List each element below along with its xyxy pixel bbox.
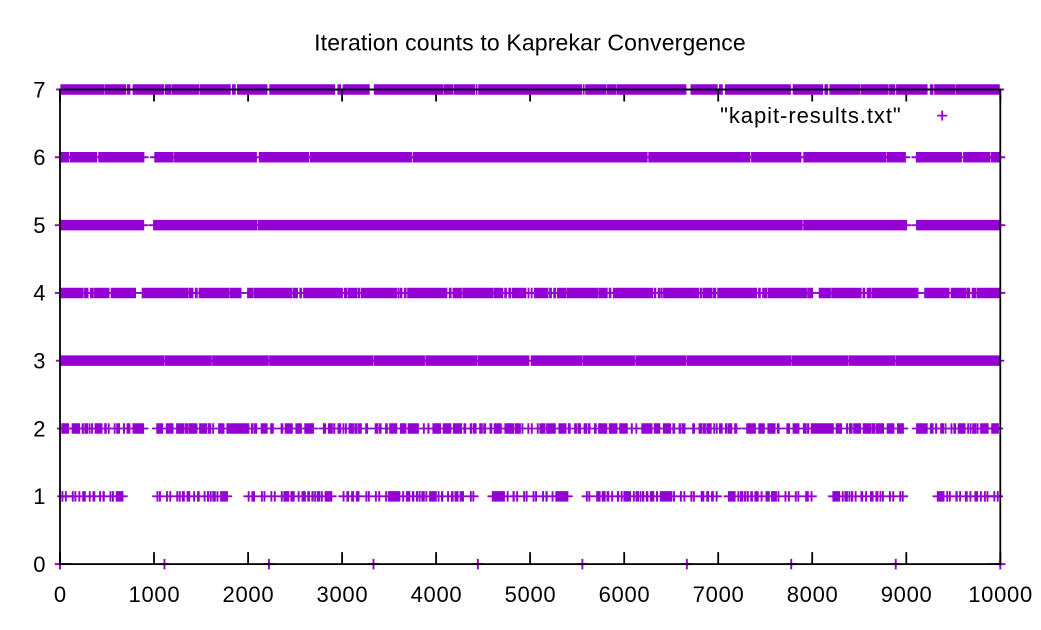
svg-text:0: 0 <box>33 552 45 577</box>
svg-text:1000: 1000 <box>129 582 181 607</box>
svg-text:4000: 4000 <box>411 582 463 607</box>
svg-text:5: 5 <box>33 213 45 238</box>
svg-text:6: 6 <box>33 145 45 170</box>
svg-text:0: 0 <box>54 582 67 607</box>
svg-text:5000: 5000 <box>505 582 557 607</box>
svg-text:7: 7 <box>33 77 45 102</box>
svg-text:Iteration counts to Kaprekar C: Iteration counts to Kaprekar Convergence <box>314 30 746 56</box>
svg-text:3000: 3000 <box>317 582 369 607</box>
svg-text:2: 2 <box>33 416 45 441</box>
svg-text:1: 1 <box>33 484 45 509</box>
svg-text:9000: 9000 <box>881 582 933 607</box>
svg-text:4: 4 <box>33 281 45 306</box>
svg-text:6000: 6000 <box>599 582 651 607</box>
svg-text:7000: 7000 <box>693 582 745 607</box>
svg-text:3: 3 <box>33 349 45 374</box>
svg-text:2000: 2000 <box>223 582 275 607</box>
svg-text:"kapit-results.txt": "kapit-results.txt" <box>720 103 902 128</box>
svg-text:8000: 8000 <box>787 582 839 607</box>
svg-text:10000: 10000 <box>968 582 1033 607</box>
